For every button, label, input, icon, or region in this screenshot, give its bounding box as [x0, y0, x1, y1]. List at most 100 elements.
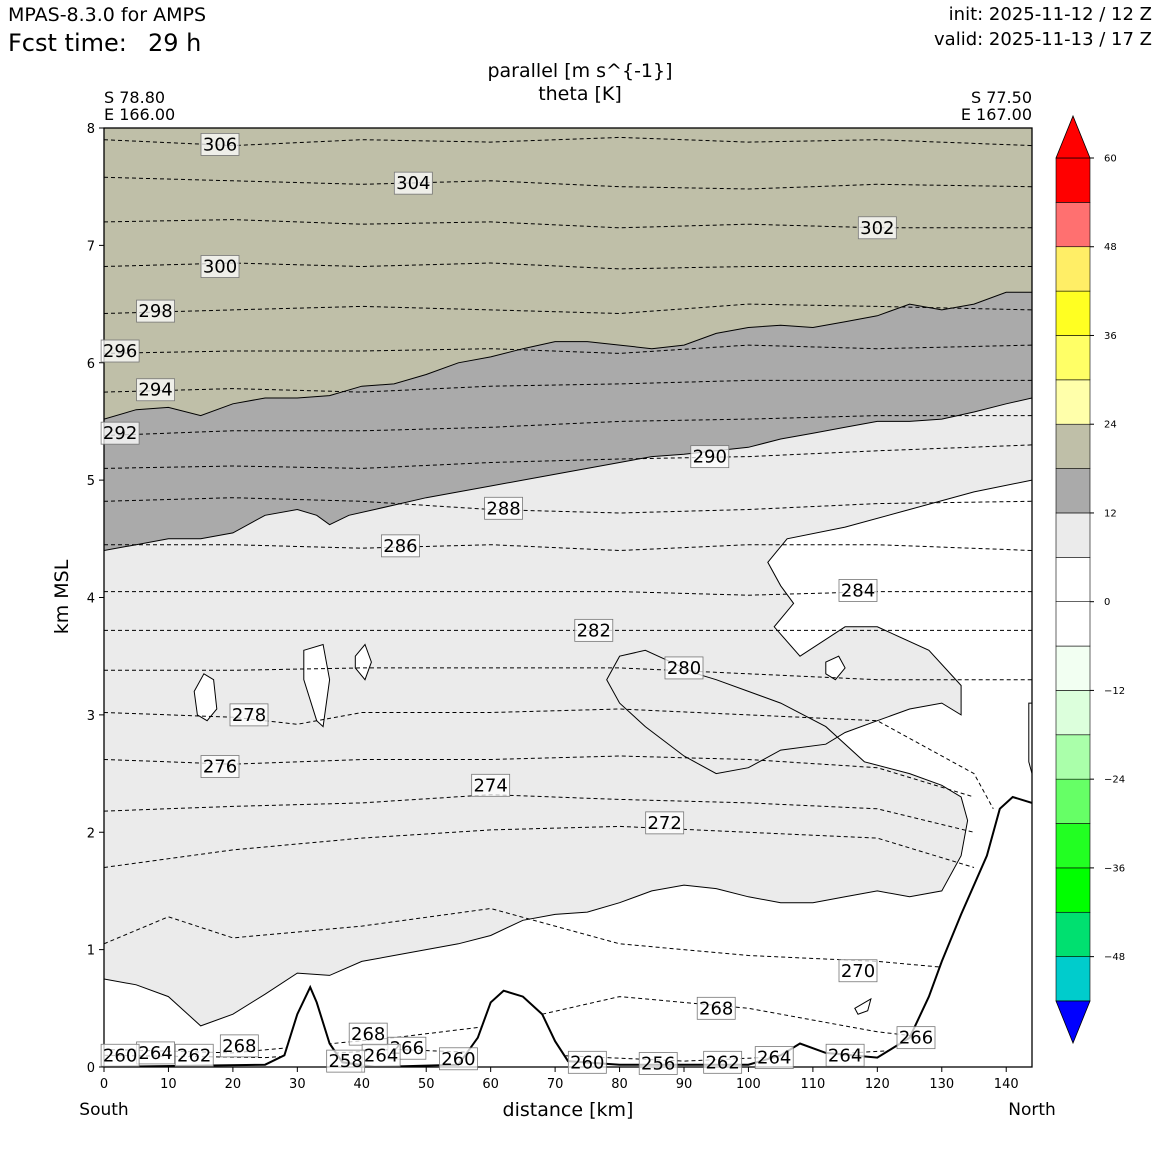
theta-label-296: 296	[100, 339, 140, 363]
x-tick-label: 10	[160, 1077, 177, 1092]
theta-contour-306	[104, 136, 1032, 147]
theta-label-text: 260	[103, 1045, 137, 1066]
theta-label-box	[100, 421, 140, 445]
theta-label-text: 278	[232, 705, 266, 726]
theta-label-text: 264	[364, 1045, 398, 1066]
colorbar-tick-label: −36	[1104, 863, 1125, 874]
theta-contour-300	[104, 262, 1032, 270]
colorbar-segment	[1055, 911, 1091, 957]
theta-label-box	[664, 656, 704, 680]
theta-label-264: 264	[754, 1046, 794, 1070]
colorbar-tick-label: 24	[1104, 420, 1117, 431]
colorbar-segment	[1055, 335, 1091, 381]
theta-label-box	[703, 1050, 743, 1074]
theta-label-text: 262	[177, 1045, 211, 1066]
terrain-line	[104, 795, 1032, 1067]
theta-label-text: 258	[328, 1051, 362, 1072]
x-tick-label: 100	[736, 1077, 761, 1092]
theta-label-box	[471, 773, 511, 797]
colorbar-tick-label: 36	[1104, 331, 1117, 342]
theta-label-box	[136, 378, 175, 402]
theta-label-box	[638, 1052, 678, 1075]
theta-label-268: 268	[219, 1034, 259, 1058]
theta-label-box	[200, 133, 240, 156]
theta-label-258: 258	[326, 1049, 366, 1073]
colorbar-tick-label: −24	[1104, 775, 1125, 786]
x-tick-label: 110	[800, 1077, 825, 1092]
theta-label-text: 268	[222, 1036, 256, 1057]
theta-label-box	[393, 171, 433, 195]
theta-label-text: 276	[203, 757, 237, 778]
colorbar-segment	[1055, 734, 1091, 780]
theta-label-286: 286	[381, 534, 420, 558]
theta-label-268: 268	[696, 996, 736, 1020]
theta-label-282: 282	[574, 618, 614, 642]
theta-label-260: 260	[439, 1047, 478, 1071]
end-lon: E 167.00	[960, 105, 1032, 124]
colorbar-over-arrow	[1055, 114, 1091, 159]
x-tick-label: 30	[289, 1077, 306, 1092]
x-tick-label: 90	[676, 1077, 693, 1092]
colorbar-segment	[1055, 290, 1091, 336]
theta-label-294: 294	[136, 378, 175, 402]
y-tick-label: 6	[87, 357, 95, 372]
theta-contour-292	[104, 415, 1032, 436]
theta-label-box	[381, 534, 420, 558]
theta-label-268: 268	[348, 1022, 388, 1046]
theta-contour-276	[104, 755, 975, 798]
y-tick-label: 4	[87, 592, 95, 607]
y-tick-label: 1	[87, 944, 95, 959]
theta-label-box	[174, 1043, 214, 1067]
theta-label-298: 298	[136, 299, 175, 323]
x-tick-label: 50	[418, 1077, 435, 1092]
theta-label-box	[326, 1049, 366, 1073]
colorbar-segment	[1055, 246, 1091, 292]
colorbar-tick-label: −48	[1104, 952, 1125, 963]
theta-label-text: 264	[138, 1043, 172, 1064]
init-time: init: 2025-11-12 / 12 Z	[948, 4, 1152, 25]
colorbar-tick-label: −12	[1104, 686, 1125, 697]
theta-label-290: 290	[690, 445, 730, 469]
theta-label-box	[484, 496, 523, 520]
theta-label-box	[696, 996, 736, 1020]
colorbar-tick-label: 12	[1104, 508, 1117, 519]
y-tick-label: 0	[87, 1061, 95, 1076]
filled-region-upper-tan-zone	[104, 128, 1032, 420]
theta-label-text: 302	[860, 218, 894, 239]
theta-label-306: 306	[200, 133, 240, 156]
theta-label-302: 302	[857, 216, 897, 240]
theta-label-288: 288	[484, 496, 523, 520]
region-boundary-light-grey-zone	[104, 479, 1032, 1027]
theta-label-text: 264	[757, 1048, 791, 1069]
terrain-fill	[104, 797, 1032, 1067]
theta-label-266: 266	[896, 1026, 936, 1050]
chart-title-line1: parallel [m s^{-1}]	[487, 60, 673, 82]
theta-label-box	[100, 1043, 140, 1067]
theta-label-text: 288	[486, 498, 520, 519]
theta-label-text: 304	[396, 173, 430, 194]
theta-label-box	[896, 1026, 936, 1050]
y-tick-label: 8	[87, 122, 95, 137]
theta-label-text: 298	[138, 301, 172, 322]
theta-label-264: 264	[825, 1043, 865, 1067]
x-right-label: North	[1008, 1100, 1056, 1120]
theta-label-300: 300	[200, 255, 240, 278]
theta-label-box	[825, 1043, 865, 1067]
theta-contour-294	[104, 379, 1032, 393]
y-tick-label: 5	[87, 474, 95, 489]
theta-label-272: 272	[645, 811, 685, 835]
colorbar-segment	[1055, 157, 1091, 203]
fcst-time-label: Fcst time:	[8, 29, 127, 57]
theta-contour-304	[104, 176, 1032, 190]
theta-label-text: 256	[641, 1053, 675, 1074]
bubble-b	[303, 643, 331, 728]
x-tick-label: 80	[611, 1077, 628, 1092]
theta-label-box	[200, 255, 240, 278]
bubble-a	[193, 673, 218, 722]
theta-label-box	[754, 1046, 794, 1070]
colorbar-segment	[1055, 468, 1091, 514]
theta-contour-280	[104, 667, 1032, 681]
colorbar-tick-label: 60	[1104, 154, 1117, 165]
theta-label-text: 274	[473, 775, 507, 796]
